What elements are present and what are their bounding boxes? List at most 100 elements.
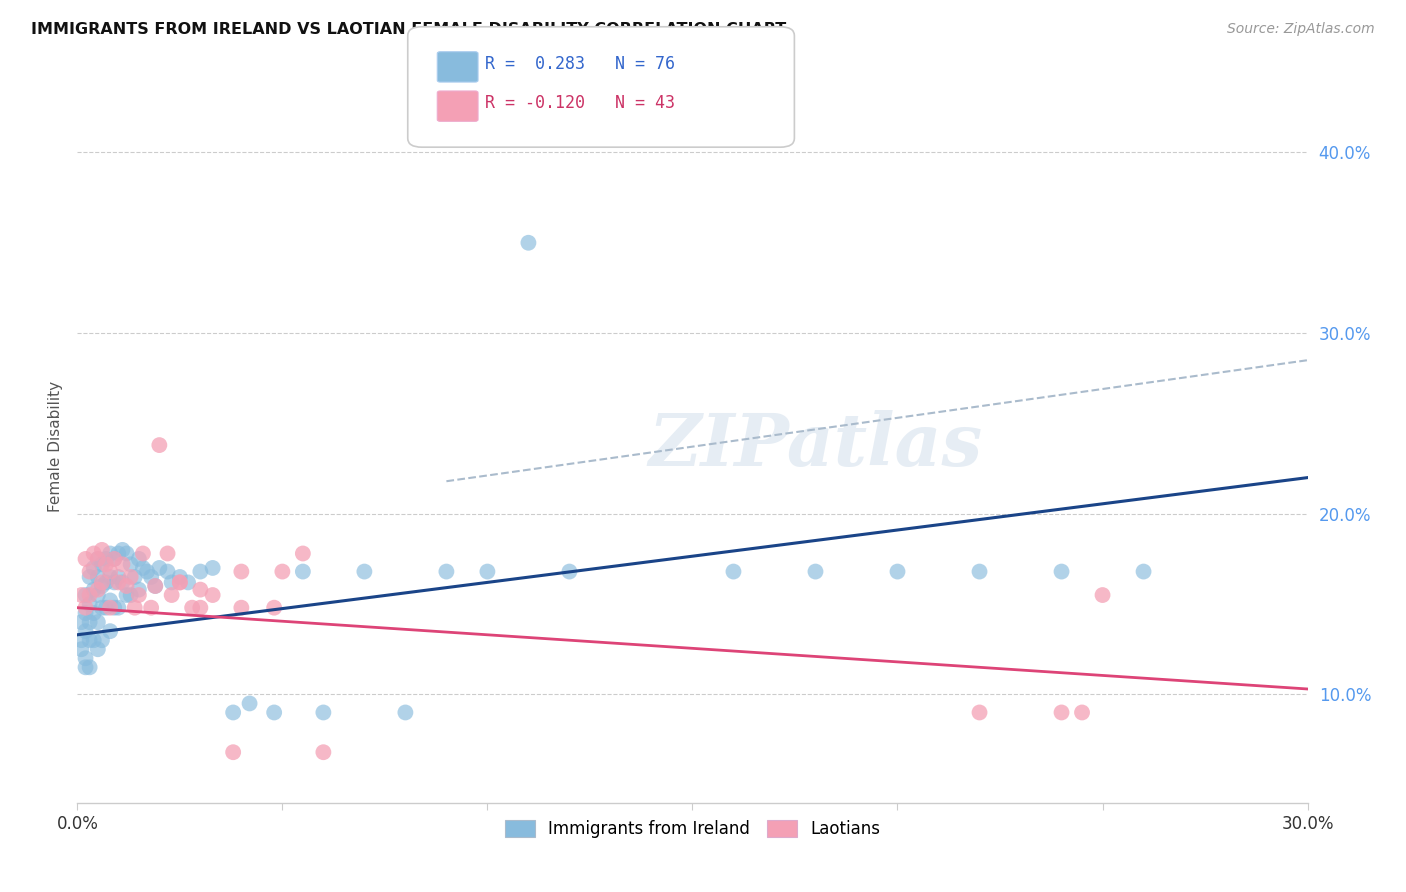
Point <box>143 579 166 593</box>
Point <box>103 552 125 566</box>
Point <box>115 547 138 561</box>
Point <box>128 582 150 597</box>
Point <box>160 575 183 590</box>
Point <box>263 706 285 720</box>
Point <box>804 565 827 579</box>
Point <box>87 588 110 602</box>
Point <box>94 558 117 572</box>
Point <box>886 565 908 579</box>
Point <box>436 565 458 579</box>
Point <box>70 588 93 602</box>
Point <box>90 558 114 572</box>
Point <box>312 706 335 720</box>
Point <box>87 552 110 566</box>
Point <box>107 547 129 561</box>
Point <box>111 558 134 572</box>
Point <box>291 565 314 579</box>
Text: IMMIGRANTS FROM IRELAND VS LAOTIAN FEMALE DISABILITY CORRELATION CHART: IMMIGRANTS FROM IRELAND VS LAOTIAN FEMAL… <box>31 22 786 37</box>
Point <box>132 561 155 575</box>
Point <box>141 570 163 584</box>
Point <box>94 600 117 615</box>
Point <box>291 547 314 561</box>
Point <box>75 600 97 615</box>
Point <box>188 565 212 579</box>
Point <box>79 615 101 629</box>
Point <box>181 600 204 615</box>
Point <box>231 565 253 579</box>
Text: ZIPatlas: ZIPatlas <box>648 410 983 482</box>
Point <box>312 745 335 759</box>
Legend: Immigrants from Ireland, Laotians: Immigrants from Ireland, Laotians <box>498 813 887 845</box>
Point <box>98 565 121 579</box>
Point <box>1050 706 1073 720</box>
Point <box>188 600 212 615</box>
Text: R = -0.120   N = 43: R = -0.120 N = 43 <box>485 94 675 112</box>
Point <box>107 575 129 590</box>
Point <box>263 600 285 615</box>
Point <box>517 235 540 250</box>
Point <box>87 582 110 597</box>
Point <box>90 600 114 615</box>
Point <box>75 588 97 602</box>
Point <box>83 606 105 620</box>
Point <box>160 588 183 602</box>
Point <box>723 565 745 579</box>
Point <box>477 565 499 579</box>
Point <box>98 600 121 615</box>
Point <box>148 438 170 452</box>
Point <box>111 542 134 557</box>
Point <box>103 600 125 615</box>
Point <box>90 542 114 557</box>
Point <box>107 570 129 584</box>
Point <box>79 565 101 579</box>
Point <box>83 561 105 575</box>
Point <box>115 579 138 593</box>
Point <box>353 565 375 579</box>
Point <box>79 660 101 674</box>
Point <box>222 706 245 720</box>
Point <box>87 642 110 657</box>
Point <box>558 565 581 579</box>
Point <box>79 570 101 584</box>
Point <box>103 552 125 566</box>
Point <box>143 579 166 593</box>
Point <box>87 615 110 629</box>
Text: Source: ZipAtlas.com: Source: ZipAtlas.com <box>1227 22 1375 37</box>
Point <box>128 588 150 602</box>
Point <box>1071 706 1094 720</box>
Point <box>75 606 97 620</box>
Point <box>90 575 114 590</box>
Point <box>120 570 142 584</box>
Point <box>90 633 114 648</box>
Point <box>98 593 121 607</box>
Point <box>111 575 134 590</box>
Point <box>394 706 416 720</box>
Point <box>271 565 294 579</box>
Point <box>201 561 224 575</box>
Point <box>98 570 121 584</box>
Point <box>156 565 179 579</box>
Point <box>103 575 125 590</box>
Point <box>120 588 142 602</box>
Point <box>79 633 101 648</box>
Point <box>115 588 138 602</box>
Point <box>83 547 105 561</box>
Point <box>969 706 991 720</box>
Point <box>128 552 150 566</box>
Point <box>120 558 142 572</box>
Point <box>94 575 117 590</box>
Y-axis label: Female Disability: Female Disability <box>48 380 63 512</box>
Point <box>148 561 170 575</box>
Point <box>1050 565 1073 579</box>
Point <box>98 624 121 639</box>
Point <box>70 615 93 629</box>
Point <box>124 600 146 615</box>
Point <box>75 552 97 566</box>
Point <box>177 575 200 590</box>
Point <box>222 745 245 759</box>
Point <box>188 582 212 597</box>
Point <box>141 600 163 615</box>
Point <box>75 660 97 674</box>
Point <box>239 697 262 711</box>
Point <box>83 582 105 597</box>
